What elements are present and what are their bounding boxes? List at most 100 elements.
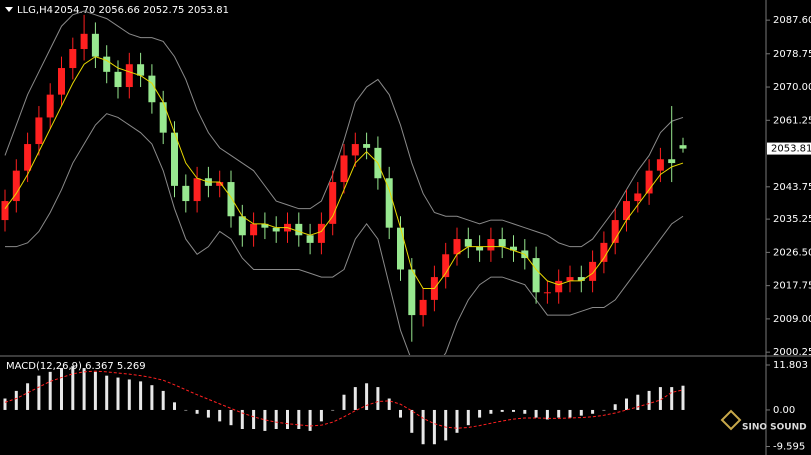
- bollinger-upper: [4, 10, 684, 248]
- y-tick-label: 2078.75: [773, 49, 811, 60]
- candle-body: [329, 182, 337, 224]
- macd-bar: [82, 368, 86, 410]
- macd-bar: [105, 375, 109, 410]
- macd-bar: [523, 409, 527, 414]
- y-tick-label: 2009.00: [773, 314, 811, 325]
- candle-body: [171, 132, 178, 186]
- macd-bar: [60, 368, 63, 410]
- candle-body: [125, 64, 133, 88]
- menu-arrow[interactable]: [5, 7, 13, 12]
- macd-bar: [184, 409, 188, 411]
- candle-body: [510, 246, 517, 251]
- macd-bar: [331, 409, 335, 411]
- y-tick-label: 2026.50: [773, 247, 811, 258]
- macd-bar: [500, 409, 504, 412]
- macd-bar: [376, 387, 380, 410]
- macd-bar: [399, 409, 402, 418]
- macd-bar: [195, 409, 199, 414]
- candle-body: [385, 178, 393, 228]
- candle-body: [58, 68, 65, 95]
- macd-bar: [14, 390, 18, 410]
- macd-title: MACD(12,26,9) 6.367 5.269: [6, 361, 146, 372]
- last-price-box: [767, 142, 811, 155]
- macd-bar: [150, 385, 154, 410]
- candle-body: [261, 223, 269, 228]
- macd-bar: [93, 371, 97, 410]
- macd-bar: [37, 375, 41, 410]
- macd-bar: [432, 409, 436, 445]
- macd-bar: [26, 383, 30, 410]
- ohlc-text: 2054.70 2056.66 2052.75 2053.81: [54, 5, 229, 16]
- candle-body: [35, 117, 43, 145]
- macd-bar: [139, 381, 143, 410]
- candle-body: [114, 71, 122, 88]
- macd-signal: [4, 370, 684, 429]
- candle-body: [397, 227, 404, 270]
- macd-bar: [512, 409, 515, 412]
- macd-bar: [410, 409, 414, 433]
- macd-bar: [444, 409, 448, 441]
- candle-body: [1, 201, 9, 221]
- macd-bar: [252, 409, 256, 429]
- macd-bar: [342, 394, 346, 410]
- candle-body: [623, 201, 630, 221]
- candle-body: [216, 182, 224, 186]
- candle-body: [577, 277, 585, 281]
- macd-bar: [218, 409, 222, 422]
- macd-bar: [625, 398, 628, 410]
- macd-bar: [579, 409, 583, 416]
- candle-body: [668, 159, 676, 164]
- macd-bar: [613, 404, 617, 410]
- macd-bar: [534, 409, 538, 418]
- macd-bar: [681, 385, 685, 410]
- candle-body: [137, 64, 145, 76]
- macd-bar: [421, 409, 425, 445]
- candle-body: [600, 242, 608, 262]
- candle-body: [340, 155, 348, 183]
- candle-body: [543, 292, 551, 294]
- macd-bar: [387, 398, 391, 410]
- macd-bar: [3, 398, 7, 410]
- bollinger-lower: [5, 113, 684, 355]
- candle-body: [80, 33, 88, 50]
- macd-bar: [173, 402, 176, 410]
- candle-body: [498, 239, 506, 247]
- candle-body: [148, 75, 156, 103]
- macd-bar: [602, 409, 606, 411]
- candle-body: [656, 159, 664, 171]
- macd-bar: [308, 409, 312, 431]
- macd-bar: [297, 409, 301, 429]
- candle-body: [566, 277, 574, 281]
- macd-plot: [3, 366, 685, 445]
- moving-average: [4, 56, 684, 289]
- y-tick-label: 2070.00: [773, 82, 811, 93]
- y-tick-label: -9.595: [773, 442, 805, 453]
- candle-body: [611, 220, 619, 243]
- macd-bar: [229, 409, 233, 426]
- y-tick-label: 2087.60: [773, 15, 811, 26]
- macd-bar: [489, 409, 493, 414]
- watermark-logo: SINO SOUND: [720, 409, 807, 433]
- candle-body: [250, 223, 258, 236]
- macd-bar: [658, 387, 662, 410]
- macd-bar: [647, 390, 651, 410]
- macd-bar: [127, 379, 131, 410]
- macd-bar: [286, 409, 289, 429]
- candle-body: [12, 170, 20, 202]
- candle-body: [555, 280, 563, 293]
- candle-body: [453, 239, 461, 255]
- y-tick-label: 2000.25: [773, 347, 811, 358]
- candle-body: [227, 182, 235, 217]
- axes: 2087.60 2078.75 2070.00 2061.25 2043.75 2035.…: [766, 15, 811, 453]
- candle-body: [159, 102, 167, 133]
- macd-bar: [636, 394, 640, 410]
- y-tick-label: 2043.75: [773, 182, 811, 193]
- macd-bar: [206, 409, 210, 418]
- candle-body: [419, 299, 427, 316]
- macd-bar: [670, 387, 674, 410]
- candle-body: [103, 56, 111, 72]
- candle-body: [351, 144, 359, 156]
- candle-body: [91, 33, 99, 57]
